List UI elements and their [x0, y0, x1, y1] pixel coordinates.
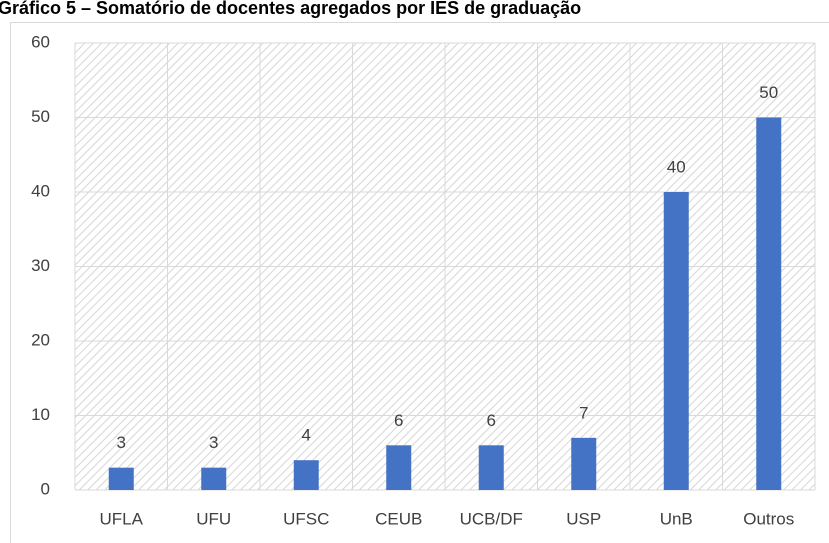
bar — [386, 445, 412, 490]
chart-title: Gráfico 5 – Somatório de docentes agrega… — [0, 0, 581, 18]
y-tick-label: 40 — [31, 181, 50, 200]
bar — [478, 445, 504, 490]
x-tick-label: UCB/DF — [460, 509, 523, 528]
data-label: 4 — [302, 426, 311, 445]
y-tick-label: 60 — [31, 32, 50, 51]
x-tick-label: UFLA — [100, 509, 144, 528]
x-tick-label: UnB — [660, 509, 693, 528]
bar — [571, 437, 597, 490]
y-tick-label: 30 — [31, 256, 50, 275]
x-tick-label: CEUB — [375, 509, 422, 528]
bar — [293, 460, 319, 490]
y-tick-label: 50 — [31, 107, 50, 126]
data-label: 50 — [759, 83, 778, 102]
data-label: 6 — [487, 411, 496, 430]
data-label: 40 — [667, 157, 686, 176]
y-tick-label: 0 — [41, 479, 50, 498]
y-tick-label: 20 — [31, 330, 50, 349]
bar — [663, 192, 689, 490]
data-label: 3 — [117, 433, 126, 452]
bar — [201, 467, 227, 490]
x-tick-label: UFU — [196, 509, 231, 528]
x-tick-label: USP — [566, 509, 601, 528]
data-label: 6 — [394, 411, 403, 430]
x-tick-label: UFSC — [283, 509, 329, 528]
bar — [756, 117, 782, 490]
x-tick-label: Outros — [743, 509, 794, 528]
bar — [108, 467, 134, 490]
y-tick-label: 10 — [31, 405, 50, 424]
data-label: 7 — [579, 403, 588, 422]
data-label: 3 — [209, 433, 218, 452]
